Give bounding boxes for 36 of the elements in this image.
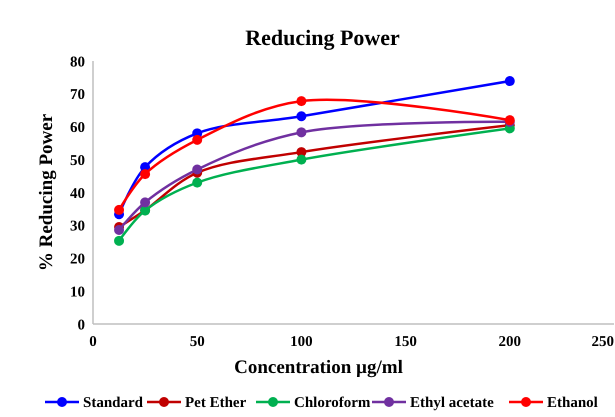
x-tick-label: 0	[89, 334, 97, 350]
y-tick-label: 50	[70, 152, 85, 169]
x-tick-label: 250	[592, 334, 614, 350]
point	[192, 164, 202, 174]
legend-label: Ethanol	[547, 395, 598, 411]
y-tick-label: 60	[70, 120, 85, 136]
y-tick-label: 30	[70, 218, 85, 235]
point	[504, 76, 515, 86]
y-tick-label: 70	[70, 87, 85, 104]
x-axis-title: Concentration µg/ml	[234, 357, 403, 378]
point	[192, 178, 202, 188]
x-tick-label: 150	[394, 334, 417, 350]
point	[140, 197, 150, 208]
point	[114, 236, 124, 246]
legend-label: Pet Ether	[185, 395, 247, 411]
legend-label: Chloroform	[294, 395, 371, 411]
legend-label: Standard	[83, 395, 144, 411]
point	[296, 154, 306, 165]
y-tick-label: 20	[70, 252, 85, 268]
x-tick-label: 200	[498, 334, 522, 350]
y-tick-label: 80	[70, 54, 85, 70]
x-tick-label: 50	[190, 334, 205, 350]
legend-label: Ethyl acetate	[410, 395, 494, 411]
y-tick-label: 10	[70, 284, 85, 300]
point	[114, 204, 124, 215]
x-tick-label: 100	[290, 334, 313, 350]
point	[296, 111, 306, 122]
point	[114, 224, 124, 235]
point	[296, 127, 306, 138]
y-tick-label: 40	[70, 186, 85, 202]
point	[296, 96, 306, 106]
point	[140, 169, 150, 180]
chart-title: Reducing Power	[245, 25, 400, 50]
y-axis-title: % Reducing Power	[36, 113, 57, 272]
point	[192, 134, 202, 145]
y-tick-label: 0	[78, 317, 85, 334]
